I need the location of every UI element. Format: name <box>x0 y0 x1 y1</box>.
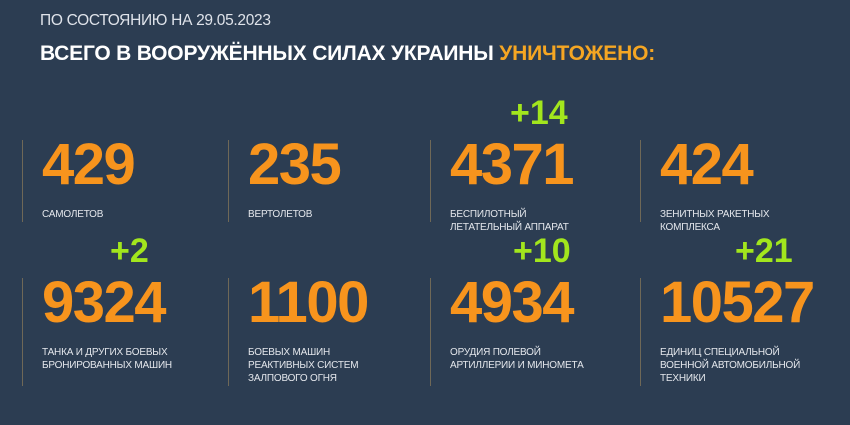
stat-label-line: ТАНКА И ДРУГИХ БОЕВЫХ <box>42 347 168 358</box>
title-highlight: УНИЧТОЖЕНО: <box>499 42 656 65</box>
stat-label-line: ВЕРТОЛЕТОВ <box>248 209 313 220</box>
stat-delta: +10 <box>513 232 571 270</box>
stat-label-line: БОЕВЫХ МАШИН <box>248 347 331 358</box>
stat-label: ВЕРТОЛЕТОВ <box>248 208 312 221</box>
stat-value: 1100 <box>248 270 369 335</box>
stat-label-line: ТЕХНИКИ <box>660 373 706 384</box>
stat-label-line: ОРУДИЯ ПОЛЕВОЙ <box>450 347 541 358</box>
title-main: ВСЕГО В ВООРУЖЁННЫХ СИЛАХ УКРАИНЫ <box>40 42 494 65</box>
column-divider <box>640 140 641 222</box>
stat-delta: +21 <box>735 232 793 270</box>
column-divider <box>22 278 23 386</box>
stat-value: 9324 <box>42 270 167 335</box>
page-title: ВСЕГО В ВООРУЖЁННЫХ СИЛАХ УКРАИНЫ УНИЧТО… <box>40 42 655 66</box>
stat-label-line: ЕДИНИЦ СПЕЦИАЛЬНОЙ <box>660 347 780 358</box>
stat-label-line: БЕСПИЛОТНЫЙ <box>450 209 527 220</box>
column-divider <box>228 140 229 222</box>
stat-label-line: КОМПЛЕКСА <box>660 222 720 233</box>
stat-label: ЗЕНИТНЫХ РАКЕТНЫХ КОМПЛЕКСА <box>660 208 770 234</box>
stat-value: 10527 <box>660 270 815 335</box>
column-divider <box>228 278 229 386</box>
stat-label: ТАНКА И ДРУГИХ БОЕВЫХ БРОНИРОВАННЫХ МАШИН <box>42 346 172 372</box>
stat-label-line: ЗАЛПОВОГО ОГНЯ <box>248 373 337 384</box>
column-divider <box>430 278 431 386</box>
column-divider <box>430 140 431 222</box>
stat-label-line: САМОЛЕТОВ <box>42 209 104 220</box>
stat-label-line: БРОНИРОВАННЫХ МАШИН <box>42 360 172 371</box>
stat-label-line: ЗЕНИТНЫХ РАКЕТНЫХ <box>660 209 770 220</box>
stat-label: БЕСПИЛОТНЫЙ ЛЕТАТЕЛЬНЫЙ АППАРАТ <box>450 208 569 234</box>
stat-value: 4934 <box>450 270 575 335</box>
column-divider <box>22 140 23 222</box>
stat-label: ЕДИНИЦ СПЕЦИАЛЬНОЙ ВОЕННОЙ АВТОМОБИЛЬНОЙ Т… <box>660 346 800 385</box>
stat-label-line: РЕАКТИВНЫХ СИСТЕМ <box>248 360 359 371</box>
stat-delta: +14 <box>510 94 568 132</box>
stat-label-line: АРТИЛЛЕРИИ И МИНОМЕТА <box>450 360 584 371</box>
stat-value: 429 <box>42 132 136 197</box>
stat-delta: +2 <box>110 232 149 270</box>
stat-label: БОЕВЫХ МАШИН РЕАКТИВНЫХ СИСТЕМ ЗАЛПОВОГО О… <box>248 346 359 385</box>
stat-value: 235 <box>248 132 342 197</box>
column-divider <box>640 278 641 386</box>
stat-label-line: ЛЕТАТЕЛЬНЫЙ АППАРАТ <box>450 222 569 233</box>
stat-value: 424 <box>660 132 754 197</box>
stat-value: 4371 <box>450 132 575 197</box>
report-date: ПО СОСТОЯНИЮ НА 29.05.2023 <box>40 12 271 29</box>
stat-label-line: ВОЕННОЙ АВТОМОБИЛЬНОЙ <box>660 360 801 371</box>
stat-label: ОРУДИЯ ПОЛЕВОЙ АРТИЛЛЕРИИ И МИНОМЕТА <box>450 346 584 372</box>
stat-label: САМОЛЕТОВ <box>42 208 103 221</box>
